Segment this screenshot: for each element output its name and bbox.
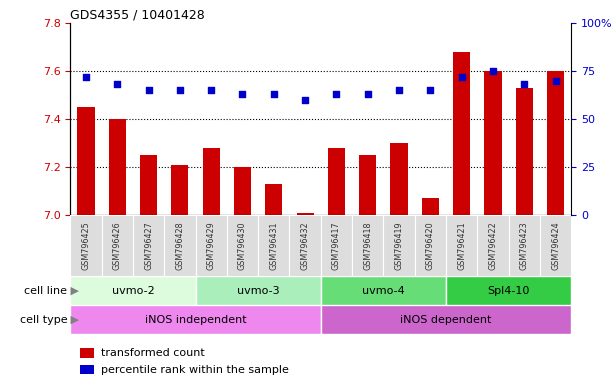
Bar: [321, 215, 352, 276]
Text: GSM796431: GSM796431: [269, 222, 278, 270]
Bar: [446, 215, 477, 276]
Bar: [70, 215, 101, 276]
Point: [551, 78, 560, 84]
Text: GSM796417: GSM796417: [332, 222, 341, 270]
Text: GSM796424: GSM796424: [551, 222, 560, 270]
Text: GSM796427: GSM796427: [144, 222, 153, 270]
Bar: [140, 155, 157, 215]
Text: cell line: cell line: [24, 286, 67, 296]
Bar: [203, 148, 220, 215]
Point: [81, 74, 91, 80]
Text: GSM796420: GSM796420: [426, 222, 435, 270]
Bar: [80, 348, 94, 358]
Bar: [70, 305, 321, 334]
Bar: [227, 215, 258, 276]
Bar: [390, 143, 408, 215]
Point: [519, 81, 529, 88]
Bar: [477, 215, 509, 276]
Text: iNOS dependent: iNOS dependent: [400, 314, 492, 325]
Text: GSM796430: GSM796430: [238, 222, 247, 270]
Bar: [70, 276, 196, 305]
Bar: [101, 215, 133, 276]
Point: [394, 87, 404, 93]
Text: GSM796418: GSM796418: [364, 222, 372, 270]
Text: GSM796426: GSM796426: [113, 222, 122, 270]
Text: Spl4-10: Spl4-10: [488, 286, 530, 296]
Bar: [321, 276, 446, 305]
Bar: [258, 215, 290, 276]
Point: [425, 87, 435, 93]
Bar: [133, 215, 164, 276]
Bar: [509, 215, 540, 276]
Text: cell type: cell type: [20, 314, 67, 325]
Bar: [540, 215, 571, 276]
Text: iNOS independent: iNOS independent: [145, 314, 246, 325]
Bar: [80, 365, 94, 374]
Bar: [384, 215, 415, 276]
Point: [207, 87, 216, 93]
Point: [144, 87, 153, 93]
Bar: [352, 215, 384, 276]
Point: [457, 74, 467, 80]
Text: GDS4355 / 10401428: GDS4355 / 10401428: [70, 9, 205, 22]
Bar: [359, 155, 376, 215]
Text: GSM796419: GSM796419: [395, 222, 403, 270]
Bar: [296, 213, 313, 215]
Text: percentile rank within the sample: percentile rank within the sample: [101, 365, 289, 375]
Point: [363, 91, 373, 97]
Bar: [234, 167, 251, 215]
Bar: [265, 184, 282, 215]
Point: [300, 97, 310, 103]
Point: [112, 81, 122, 88]
Text: transformed count: transformed count: [101, 348, 205, 358]
Point: [332, 91, 342, 97]
Point: [175, 87, 185, 93]
Bar: [516, 88, 533, 215]
Bar: [171, 165, 188, 215]
Bar: [453, 52, 470, 215]
Bar: [415, 215, 446, 276]
Bar: [446, 276, 571, 305]
Text: ▶: ▶: [67, 314, 79, 325]
Text: GSM796428: GSM796428: [175, 222, 185, 270]
Bar: [547, 71, 564, 215]
Bar: [328, 148, 345, 215]
Bar: [321, 305, 571, 334]
Text: GSM796421: GSM796421: [457, 222, 466, 270]
Bar: [196, 276, 321, 305]
Text: ▶: ▶: [67, 286, 79, 296]
Bar: [485, 71, 502, 215]
Bar: [422, 198, 439, 215]
Point: [269, 91, 279, 97]
Text: GSM796422: GSM796422: [489, 222, 497, 270]
Point: [238, 91, 247, 97]
Text: GSM796425: GSM796425: [81, 222, 90, 270]
Bar: [109, 119, 126, 215]
Text: GSM796429: GSM796429: [207, 222, 216, 270]
Text: uvmo-4: uvmo-4: [362, 286, 404, 296]
Text: GSM796432: GSM796432: [301, 222, 310, 270]
Text: uvmo-2: uvmo-2: [112, 286, 154, 296]
Point: [488, 68, 498, 74]
Bar: [78, 107, 95, 215]
Bar: [164, 215, 196, 276]
Text: GSM796423: GSM796423: [520, 222, 529, 270]
Text: uvmo-3: uvmo-3: [237, 286, 279, 296]
Bar: [290, 215, 321, 276]
Bar: [196, 215, 227, 276]
